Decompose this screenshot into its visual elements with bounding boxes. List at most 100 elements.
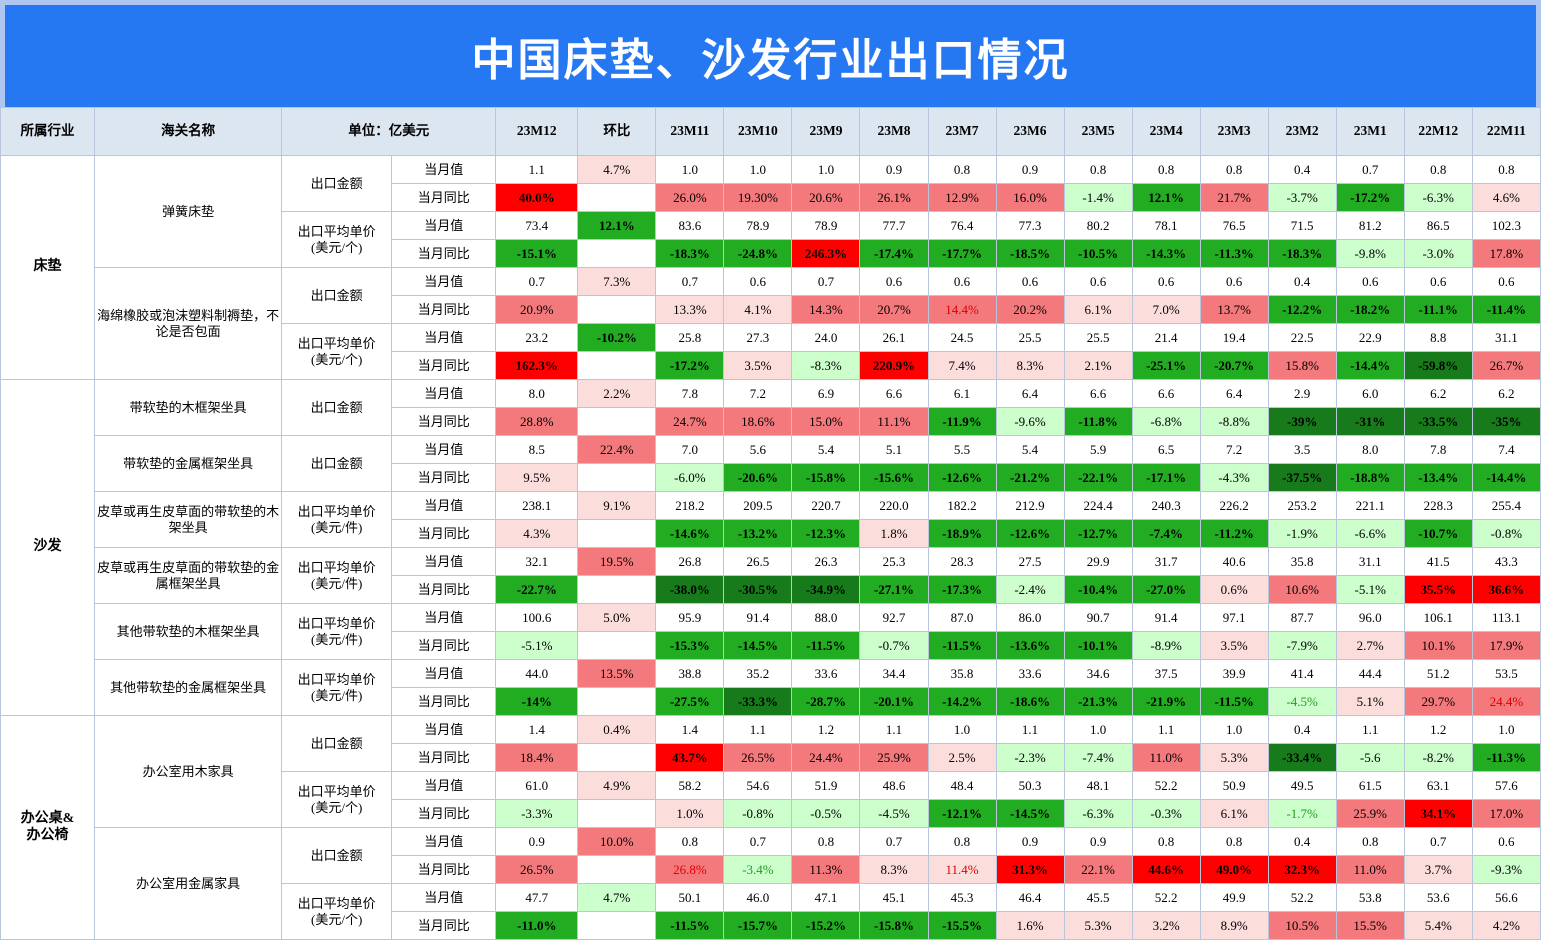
value-cell[interactable]: 0.8 (1063, 155, 1133, 184)
yoy-cell[interactable]: 5.1% (1335, 687, 1405, 716)
yoy-cell[interactable]: 31.3% (995, 855, 1065, 884)
yoy-cell[interactable]: 246.3% (791, 239, 861, 268)
yoy-cell[interactable]: -35% (1471, 407, 1541, 436)
value-cell[interactable]: 6.5 (1131, 435, 1201, 464)
yoy-cell[interactable]: -7.4% (1063, 743, 1133, 772)
yoy-cell[interactable]: 11.4% (927, 855, 997, 884)
value-cell[interactable]: 0.6 (1471, 267, 1541, 296)
value-cell[interactable]: 0.7 (655, 267, 725, 296)
yoy-cell[interactable]: 18.6% (723, 407, 793, 436)
yoy-cell[interactable]: -38.0% (655, 575, 725, 604)
yoy-cell[interactable]: -18.6% (995, 687, 1065, 716)
value-cell[interactable]: 29.9 (1063, 547, 1133, 576)
period-column-header[interactable]: 23M3 (1199, 107, 1269, 156)
value-cell[interactable]: 0.6 (1063, 267, 1133, 296)
yoy-cell[interactable]: -13.4% (1403, 463, 1473, 492)
value-cell[interactable]: 1.2 (791, 715, 861, 744)
yoy-cell[interactable]: 20.2% (995, 295, 1065, 324)
yoy-cell[interactable]: -15.7% (723, 911, 793, 940)
period-column-header[interactable]: 22M12 (1403, 107, 1473, 156)
yoy-cell[interactable] (577, 519, 657, 548)
period-column-header[interactable]: 23M5 (1063, 107, 1133, 156)
yoy-cell[interactable]: -3.0% (1403, 239, 1473, 268)
yoy-cell[interactable]: -11.9% (927, 407, 997, 436)
yoy-cell[interactable]: 22.1% (1063, 855, 1133, 884)
yoy-cell[interactable]: -5.6 (1335, 743, 1405, 772)
value-cell[interactable]: 48.6 (859, 771, 929, 800)
yoy-cell[interactable]: 43.7% (655, 743, 725, 772)
value-cell[interactable]: 240.3 (1131, 491, 1201, 520)
yoy-cell[interactable]: -11.2% (1199, 519, 1269, 548)
value-cell[interactable]: 25.5 (1063, 323, 1133, 352)
yoy-cell[interactable]: 0.6% (1199, 575, 1269, 604)
value-cell[interactable]: 80.2 (1063, 211, 1133, 240)
value-cell[interactable]: 0.6 (995, 267, 1065, 296)
value-cell[interactable]: 86.5 (1403, 211, 1473, 240)
value-cell[interactable]: 8.0 (1335, 435, 1405, 464)
value-cell[interactable]: 0.7 (1335, 155, 1405, 184)
value-cell[interactable]: 5.9 (1063, 435, 1133, 464)
value-cell[interactable]: 26.1 (859, 323, 929, 352)
submetric-cell[interactable]: 当月同比 (391, 855, 497, 884)
value-cell[interactable]: 95.9 (655, 603, 725, 632)
value-cell[interactable]: 0.7 (495, 267, 579, 296)
customs-name-cell[interactable]: 其他带软垫的木框架坐具 (94, 603, 283, 660)
value-cell[interactable]: 39.9 (1199, 659, 1269, 688)
value-cell[interactable]: 6.1 (927, 379, 997, 408)
submetric-cell[interactable]: 当月同比 (391, 687, 497, 716)
yoy-cell[interactable]: 3.5% (1199, 631, 1269, 660)
value-cell[interactable]: 71.5 (1267, 211, 1337, 240)
value-cell[interactable]: 2.2% (577, 379, 657, 408)
value-cell[interactable]: 53.5 (1471, 659, 1541, 688)
yoy-cell[interactable]: 20.6% (791, 183, 861, 212)
value-cell[interactable]: 6.2 (1403, 379, 1473, 408)
industry-cell[interactable]: 办公桌& 办公椅 (0, 715, 96, 940)
metric-cell[interactable]: 出口金额 (281, 435, 393, 492)
value-cell[interactable]: 7.2 (723, 379, 793, 408)
value-cell[interactable]: 1.1 (995, 715, 1065, 744)
customs-name-column-header[interactable]: 海关名称 (94, 107, 283, 156)
value-cell[interactable]: 7.8 (1403, 435, 1473, 464)
yoy-cell[interactable]: -3.7% (1267, 183, 1337, 212)
yoy-cell[interactable]: 26.5% (495, 855, 579, 884)
value-cell[interactable]: 0.8 (1471, 155, 1541, 184)
industry-cell[interactable]: 沙发 (0, 379, 96, 716)
yoy-cell[interactable]: 11.0% (1131, 743, 1201, 772)
yoy-cell[interactable]: -20.6% (723, 463, 793, 492)
value-cell[interactable]: 44.0 (495, 659, 579, 688)
customs-name-cell[interactable]: 办公室用金属家具 (94, 827, 283, 940)
value-cell[interactable]: 97.1 (1199, 603, 1269, 632)
yoy-cell[interactable]: -14.4% (1335, 351, 1405, 380)
value-cell[interactable]: 209.5 (723, 491, 793, 520)
value-cell[interactable]: 2.9 (1267, 379, 1337, 408)
value-cell[interactable]: 0.6 (1131, 267, 1201, 296)
yoy-cell[interactable]: -11.8% (1063, 407, 1133, 436)
yoy-cell[interactable]: 20.7% (859, 295, 929, 324)
yoy-cell[interactable]: -24.8% (723, 239, 793, 268)
value-cell[interactable]: 46.4 (995, 883, 1065, 912)
yoy-cell[interactable]: -20.1% (859, 687, 929, 716)
submetric-cell[interactable]: 当月值 (391, 659, 497, 688)
yoy-cell[interactable]: -5.1% (495, 631, 579, 660)
customs-name-cell[interactable]: 皮草或再生皮草面的带软垫的金属框架坐具 (94, 547, 283, 604)
period-column-header[interactable]: 23M2 (1267, 107, 1337, 156)
value-cell[interactable]: 92.7 (859, 603, 929, 632)
value-cell[interactable]: 5.6 (723, 435, 793, 464)
value-cell[interactable]: 1.1 (495, 155, 579, 184)
yoy-cell[interactable]: 15.8% (1267, 351, 1337, 380)
yoy-cell[interactable]: 3.2% (1131, 911, 1201, 940)
yoy-cell[interactable]: 11.3% (791, 855, 861, 884)
yoy-cell[interactable]: -12.1% (927, 799, 997, 828)
yoy-cell[interactable]: -18.2% (1335, 295, 1405, 324)
yoy-cell[interactable]: -11.3% (1199, 239, 1269, 268)
metric-cell[interactable]: 出口金额 (281, 827, 393, 884)
yoy-cell[interactable]: -17.4% (859, 239, 929, 268)
value-cell[interactable]: 87.7 (1267, 603, 1337, 632)
value-cell[interactable]: 0.9 (995, 155, 1065, 184)
yoy-cell[interactable]: -28.7% (791, 687, 861, 716)
yoy-cell[interactable]: 13.3% (655, 295, 725, 324)
yoy-cell[interactable]: 17.0% (1471, 799, 1541, 828)
yoy-cell[interactable]: -6.3% (1403, 183, 1473, 212)
yoy-cell[interactable]: -0.5% (791, 799, 861, 828)
yoy-cell[interactable]: -12.2% (1267, 295, 1337, 324)
